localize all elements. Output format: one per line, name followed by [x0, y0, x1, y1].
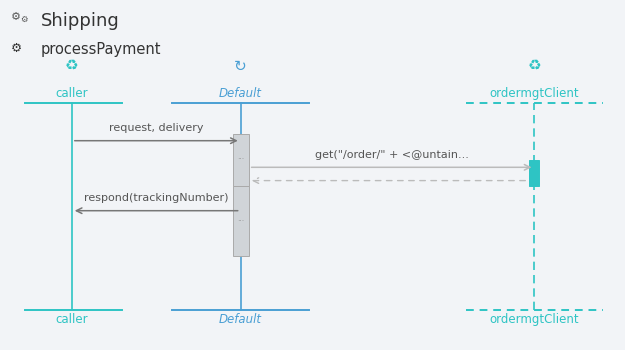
Text: ♻: ♻: [528, 58, 541, 74]
Text: processPayment: processPayment: [41, 42, 161, 57]
Text: respond(trackingNumber): respond(trackingNumber): [84, 193, 229, 203]
FancyBboxPatch shape: [233, 134, 249, 186]
FancyBboxPatch shape: [233, 186, 249, 256]
Text: ordermgtClient: ordermgtClient: [489, 88, 579, 100]
Text: ⚙: ⚙: [11, 42, 22, 55]
Text: request, delivery: request, delivery: [109, 123, 204, 133]
Text: Default: Default: [219, 313, 262, 326]
Text: ⚙: ⚙: [20, 15, 28, 24]
Text: ···: ···: [238, 155, 244, 164]
Text: Default: Default: [219, 88, 262, 100]
Text: ···: ···: [238, 217, 244, 226]
FancyBboxPatch shape: [529, 160, 539, 186]
Text: ⚙: ⚙: [11, 12, 21, 22]
Text: get("/order/" + <@untain...: get("/order/" + <@untain...: [314, 149, 469, 160]
Text: ordermgtClient: ordermgtClient: [489, 313, 579, 326]
Text: ↻: ↻: [234, 58, 247, 74]
Text: ♻: ♻: [65, 58, 79, 74]
Text: caller: caller: [56, 313, 88, 326]
Text: Shipping: Shipping: [41, 12, 119, 30]
Text: caller: caller: [56, 88, 88, 100]
